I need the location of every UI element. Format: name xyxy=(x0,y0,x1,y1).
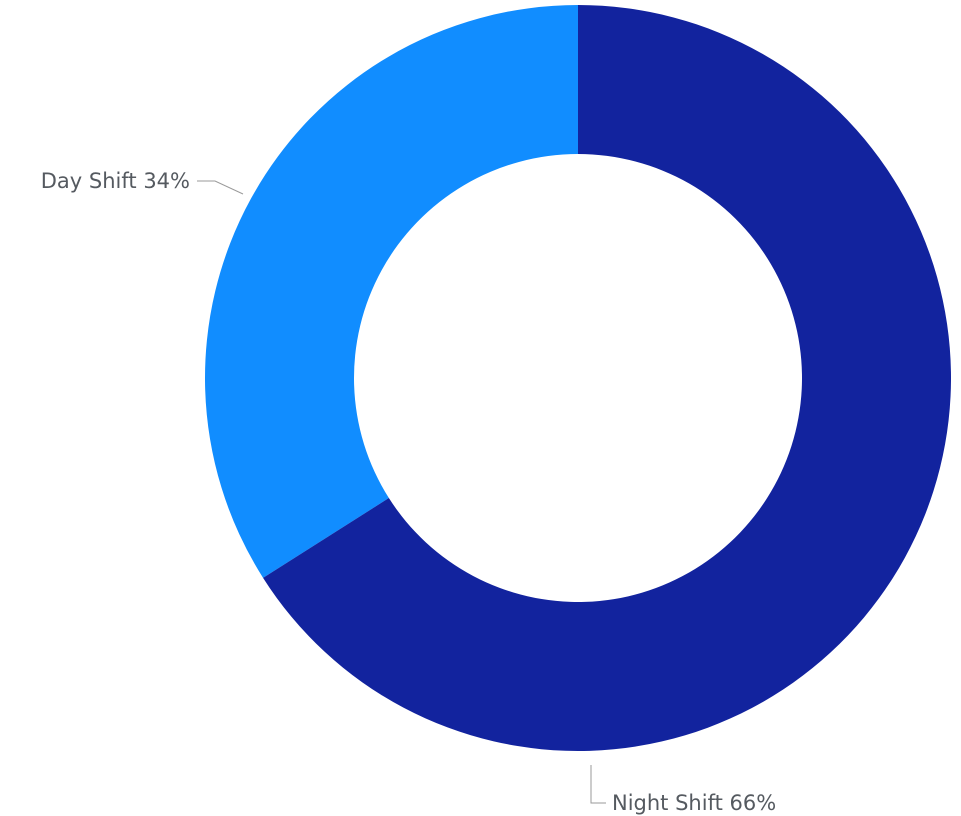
leader-line-day-shift xyxy=(197,180,244,195)
leader-lines xyxy=(197,180,606,804)
donut-slices xyxy=(205,5,951,751)
slice-night-shift[interactable] xyxy=(263,5,951,751)
data-labels: Day Shift 34% Night Shift 66% xyxy=(41,169,776,815)
leader-line-night-shift xyxy=(590,765,606,804)
data-label-day-shift: Day Shift 34% xyxy=(41,169,190,193)
data-label-night-shift: Night Shift 66% xyxy=(612,791,776,815)
slice-day-shift[interactable] xyxy=(205,5,578,578)
